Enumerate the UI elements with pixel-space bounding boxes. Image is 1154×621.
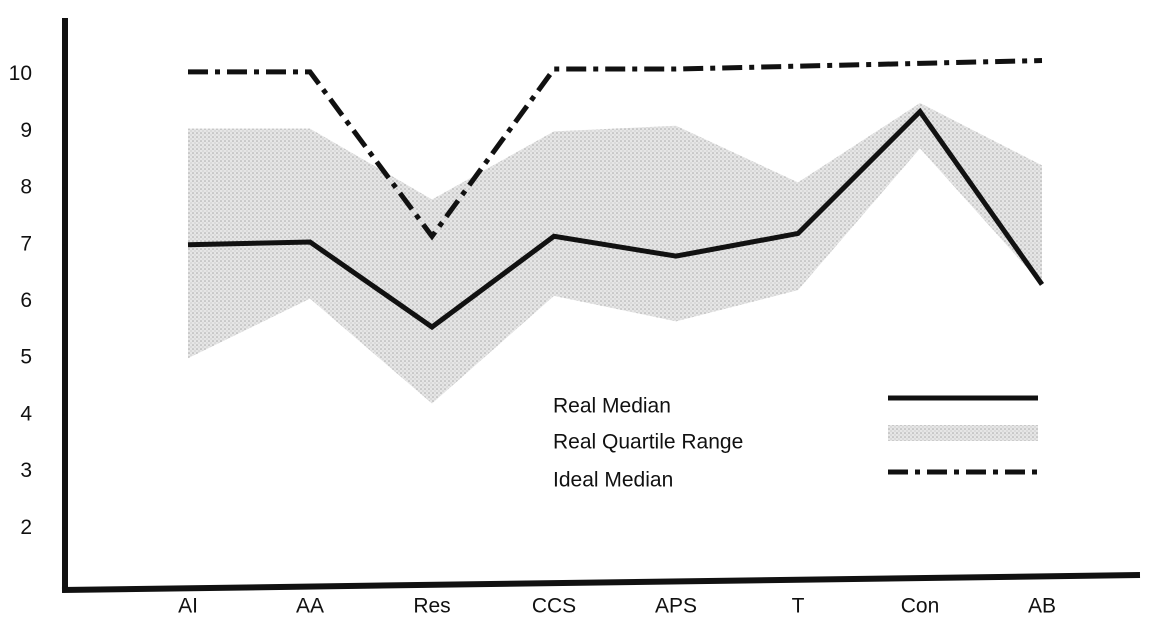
y-tick-label: 6: [20, 289, 32, 312]
x-tick-label: AI: [178, 595, 198, 618]
y-tick-label: 7: [20, 232, 32, 255]
series-line: [187, 107, 1045, 331]
legend-label: Real Quartile Range: [553, 431, 743, 454]
y-tick-label: 5: [20, 346, 32, 369]
y-tick-label: 4: [20, 402, 32, 425]
x-tick-label: Res: [413, 595, 450, 618]
x-tick-label: CCS: [532, 595, 576, 618]
x-tick-label: Con: [901, 595, 940, 618]
x-tick-label: T: [792, 595, 805, 618]
y-tick-label: 2: [20, 516, 32, 539]
y-tick-label: 10: [9, 62, 32, 85]
x-tick-label: AB: [1028, 595, 1056, 618]
x-tick-label: APS: [655, 595, 697, 618]
legend-label: Real Median: [553, 395, 671, 418]
y-tick-label: 3: [20, 459, 32, 482]
y-tick-label: 8: [20, 176, 32, 199]
legend-swatch: [888, 425, 1038, 441]
quartile-band: [188, 103, 1042, 404]
legend-label: Ideal Median: [553, 469, 673, 492]
x-axis: [61, 572, 1141, 593]
series-line: [188, 58, 1043, 241]
x-tick-label: AA: [296, 595, 324, 618]
y-tick-label: 9: [20, 119, 32, 142]
